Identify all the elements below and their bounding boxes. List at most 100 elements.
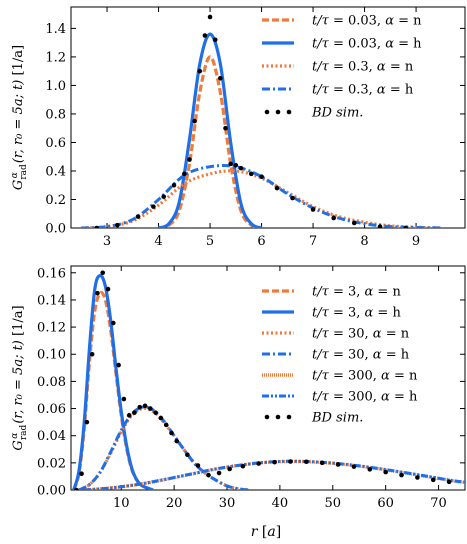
y-tick-label: 0.04 <box>37 429 66 444</box>
bd-sim-point <box>367 467 373 472</box>
bd-sim-point <box>223 125 228 131</box>
legend-label: t/τ = 300, α = n <box>312 369 418 384</box>
legend: t/τ = 3, α = n t/τ = 3, α = h t/τ = 30, α … <box>262 285 418 426</box>
bd-sim-point <box>218 75 223 81</box>
y-tick-label: 0.12 <box>37 321 66 336</box>
bd-sim-point <box>212 37 218 43</box>
bd-sim-point <box>187 157 192 162</box>
axes-frame <box>70 265 466 491</box>
y-tick-label: 1.4 <box>45 22 66 37</box>
x-tick-label: 7 <box>309 234 317 249</box>
bd-sim-point <box>259 174 264 179</box>
legend-swatch-dot <box>286 414 292 420</box>
bd-sim-point <box>331 215 336 221</box>
bd-sim-point <box>197 68 203 74</box>
bd-sim-point <box>206 472 211 478</box>
y-tick-label: 0.8 <box>45 107 66 122</box>
bd-sim-point <box>335 462 341 467</box>
bd-sim-point <box>256 461 262 466</box>
x-tick-label: 10 <box>113 496 130 511</box>
legend: t/τ = 0.03, α = n t/τ = 0.03, α = h t/τ = … <box>262 14 422 121</box>
bd-sim-point <box>288 459 293 464</box>
series-line-1 <box>72 273 154 490</box>
bd-sim-point <box>111 320 116 326</box>
bd-sim-point <box>290 195 295 201</box>
legend-swatch-dot <box>264 109 270 115</box>
bd-sim-point <box>84 419 90 425</box>
x-tick-label: 60 <box>377 496 394 511</box>
legend-swatch-dot <box>286 109 292 115</box>
y-tick-label: 0.00 <box>37 484 66 499</box>
bd-sim-point <box>304 459 309 465</box>
bd-sim-point <box>182 171 187 177</box>
legend-swatch-dot <box>275 414 281 420</box>
y-tick-label: 0.6 <box>45 136 66 151</box>
series-line-1 <box>157 32 263 228</box>
bd-sim-point <box>153 410 158 415</box>
bd-sim-point <box>319 460 325 466</box>
bottom-panel: 10 20 30 40 50 60 70 0.00 0.02 0.04 0.06 0.08 0.10 0.… <box>10 265 466 511</box>
bd-sim-point <box>207 14 213 20</box>
bd-sim-point <box>132 410 137 415</box>
bd-sim-point <box>158 415 164 421</box>
bd-sim-point <box>174 438 180 444</box>
y-tick-label: 1.0 <box>45 79 66 94</box>
bd-sim-point <box>163 422 169 428</box>
bd-sim-point <box>351 220 357 226</box>
legend-label: BD sim. <box>311 411 363 426</box>
bd-sim-point <box>403 225 409 228</box>
x-tick-label: 20 <box>166 496 183 511</box>
bd-sim-point <box>238 165 244 171</box>
x-tick-label: 8 <box>360 234 368 249</box>
bd-sim-point <box>135 214 141 219</box>
legend-label: t/τ = 30, α = h <box>312 348 410 363</box>
bd-sim-point <box>310 207 316 212</box>
bd-sim-point <box>94 225 100 228</box>
bd-sim-point <box>115 222 120 228</box>
bd-sim-point <box>89 351 95 357</box>
bd-sim-point <box>137 404 143 410</box>
bd-sim-point <box>446 479 452 485</box>
bd-sim-point <box>171 182 177 188</box>
bd-sim-point <box>202 33 208 38</box>
legend-label: t/τ = 300, α = h <box>312 390 418 405</box>
bd-sim-point <box>227 466 232 472</box>
bd-sim-point <box>105 286 111 292</box>
bd-sim-point <box>161 194 167 199</box>
legend-label: BD sim. <box>311 106 363 121</box>
top-panel: 3 4 5 6 7 8 9 0.0 0.2 0.4 0.6 0.8 1.0 1.2 1.4 Gradα(r, … <box>10 6 466 249</box>
bd-sim-point <box>192 118 197 124</box>
bd-sim-point <box>185 452 190 458</box>
y-tick-label: 1.2 <box>45 50 66 65</box>
y-tick-label: 0.16 <box>37 266 66 281</box>
series-line-5 <box>84 459 465 490</box>
legend-swatch-dot <box>264 414 270 420</box>
series-line-3 <box>78 405 249 490</box>
legend-label: t/τ = 30, α = n <box>312 327 410 342</box>
y-tick-label: 0.14 <box>37 293 66 308</box>
y-tick-label: 0.4 <box>45 164 66 179</box>
bd-sim-point <box>195 463 201 468</box>
bd-sim-point <box>274 185 280 191</box>
bd-sim-point <box>228 161 233 167</box>
legend-swatch-dot <box>275 109 281 115</box>
legend-label: t/τ = 0.03, α = n <box>312 14 422 29</box>
bd-sim-point <box>116 362 121 368</box>
y-axis-label: Gradα(r, r₀ = 5a; t) [1/a] <box>10 45 29 190</box>
x-tick-label: 9 <box>412 234 420 249</box>
bd-sim-point <box>151 204 156 209</box>
x-tick-label: 4 <box>154 234 162 249</box>
bd-sim-point <box>148 406 153 411</box>
bd-sim-point <box>79 471 84 477</box>
y-tick-label: 0.2 <box>45 193 66 208</box>
bd-sim-point <box>100 270 106 276</box>
x-tick-label: 5 <box>206 234 214 249</box>
bd-sim-point <box>399 472 404 478</box>
bd-sim-point <box>272 459 277 465</box>
legend-label: t/τ = 3, α = n <box>312 285 401 300</box>
bd-sim-point <box>415 475 420 480</box>
x-tick-label: 40 <box>272 496 289 511</box>
y-tick-label: 0.08 <box>37 375 66 390</box>
axes-frame <box>70 6 466 229</box>
